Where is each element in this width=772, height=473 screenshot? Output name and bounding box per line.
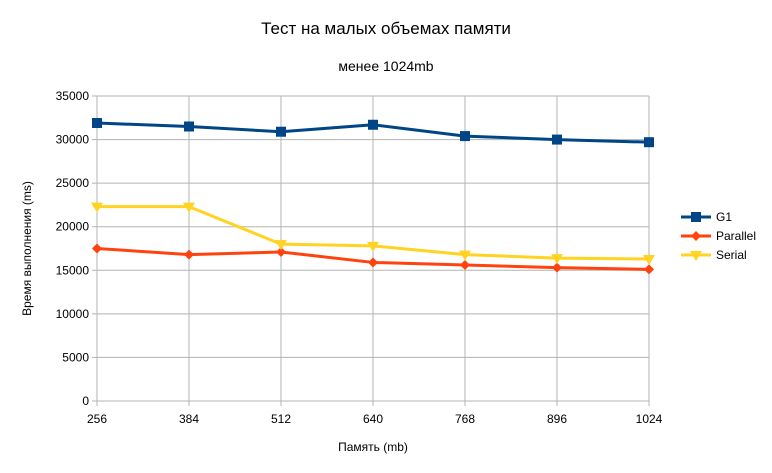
data-point xyxy=(276,246,286,257)
data-point xyxy=(276,126,286,137)
x-tick-label: 384 xyxy=(179,412,199,426)
series-group xyxy=(91,118,655,275)
data-point xyxy=(92,243,102,254)
data-point xyxy=(183,202,195,213)
data-point xyxy=(644,264,654,275)
data-point xyxy=(92,118,102,129)
x-tick-label: 768 xyxy=(455,412,475,426)
legend-item-serial: Serial xyxy=(681,248,747,262)
data-point xyxy=(275,240,287,251)
data-point xyxy=(460,131,470,142)
legend-marker xyxy=(690,251,702,261)
legend-label: Serial xyxy=(716,248,747,262)
grid-lines xyxy=(92,95,650,406)
legend-item-g1: G1 xyxy=(681,210,732,224)
y-tick-label: 0 xyxy=(82,394,89,408)
series-g1 xyxy=(92,118,654,148)
y-tick-label: 10000 xyxy=(56,307,90,321)
y-tick-label: 20000 xyxy=(56,220,90,234)
data-point xyxy=(643,254,655,265)
x-tick-label: 896 xyxy=(547,412,567,426)
y-tick-label: 15000 xyxy=(56,263,90,277)
y-tick-label: 30000 xyxy=(56,133,90,147)
data-point xyxy=(184,249,194,260)
data-point xyxy=(367,241,379,252)
y-tick-labels: 0 5000 10000 15000 20000 25000 30000 35000 xyxy=(56,89,90,408)
legend-label: Parallel xyxy=(716,229,756,243)
data-point xyxy=(552,134,562,145)
data-point xyxy=(551,254,563,265)
legend-item-parallel: Parallel xyxy=(681,229,756,243)
data-point xyxy=(368,257,378,268)
x-tick-label: 256 xyxy=(87,412,107,426)
chart-title: Тест на малых объемах памяти xyxy=(261,19,511,38)
y-axis-label: Время выполнения (ms) xyxy=(20,181,34,316)
x-tick-label: 512 xyxy=(271,412,291,426)
data-point xyxy=(91,202,103,213)
data-point xyxy=(552,262,562,273)
data-point xyxy=(184,121,194,132)
legend-marker xyxy=(691,212,701,222)
y-tick-label: 35000 xyxy=(56,89,90,103)
y-tick-label: 25000 xyxy=(56,176,90,190)
data-point xyxy=(460,260,470,271)
x-tick-label: 640 xyxy=(363,412,383,426)
legend-marker xyxy=(691,231,701,241)
series-parallel xyxy=(92,243,654,275)
x-tick-labels: 256 384 512 640 768 896 1024 xyxy=(87,412,663,426)
chart-subtitle: менее 1024mb xyxy=(338,58,434,74)
series-serial xyxy=(91,202,655,265)
data-point xyxy=(368,119,378,130)
legend-label: G1 xyxy=(716,210,732,224)
data-point xyxy=(644,137,654,148)
x-axis-label: Память (mb) xyxy=(338,440,408,454)
x-tick-label: 1024 xyxy=(636,412,663,426)
legend: G1 Parallel Serial xyxy=(681,210,756,262)
data-point xyxy=(459,250,471,261)
y-tick-label: 5000 xyxy=(62,350,89,364)
